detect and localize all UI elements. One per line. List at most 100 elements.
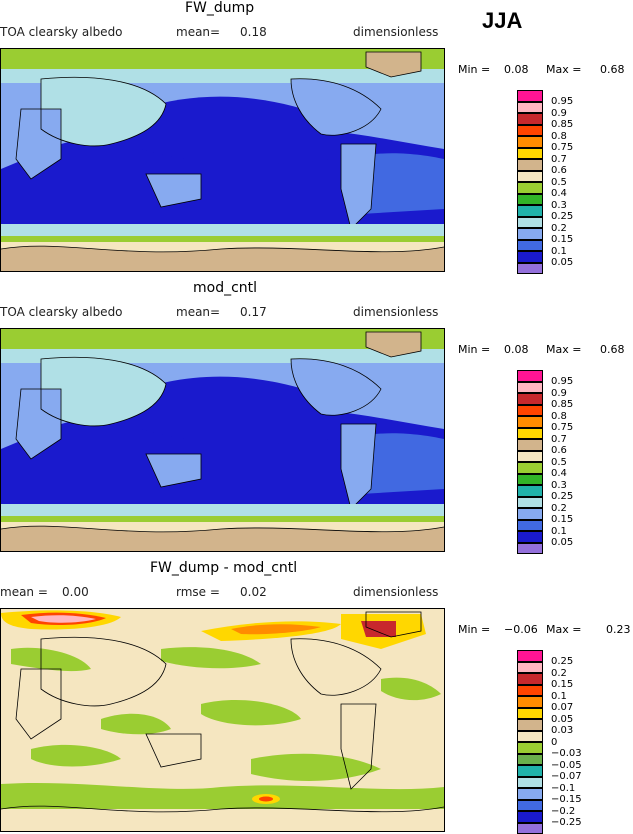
colorbar-tick-label: 0.75 xyxy=(551,422,573,433)
colorbar-swatch xyxy=(517,416,543,428)
colorbar-swatch xyxy=(517,148,543,160)
colorbar-swatch xyxy=(517,205,543,217)
colorbar-tick-label: 0.2 xyxy=(551,668,567,679)
colorbar-tick-label: 0.25 xyxy=(551,491,573,502)
panel-1-min-value: 0.08 xyxy=(504,63,529,76)
colorbar-swatch xyxy=(517,251,543,263)
colorbar-swatch xyxy=(517,125,543,137)
panel-2-min-label: Min = xyxy=(458,343,490,356)
colorbar-tick-label: 0.7 xyxy=(551,434,567,445)
colorbar-swatch xyxy=(517,240,543,252)
colorbar-tick-label: 0.2 xyxy=(551,223,567,234)
colorbar-tick-label: 0.07 xyxy=(551,702,573,713)
colorbar-tick-label: 0.8 xyxy=(551,131,567,142)
colorbar-tick-label: 0.85 xyxy=(551,119,573,130)
panel-2-min-value: 0.08 xyxy=(504,343,529,356)
panel-2-map-svg xyxy=(1,329,444,551)
colorbar-tick-label: 0.4 xyxy=(551,188,567,199)
colorbar-swatch xyxy=(517,497,543,509)
colorbar-swatch xyxy=(517,685,543,697)
colorbar-tick-label: 0.6 xyxy=(551,165,567,176)
colorbar-swatch xyxy=(517,194,543,206)
panel-2-max-label: Max = xyxy=(546,343,581,356)
panel-2-units: dimensionless xyxy=(353,305,438,319)
panel-3-rmse-value: 0.02 xyxy=(240,585,267,599)
colorbar-tick-label: 0.05 xyxy=(551,537,573,548)
colorbar-swatch xyxy=(517,543,543,555)
panel-2-map xyxy=(0,328,445,552)
colorbar-tick-label: 0.85 xyxy=(551,399,573,410)
panel-1-min-label: Min = xyxy=(458,63,490,76)
colorbar-tick-label: 0.1 xyxy=(551,691,567,702)
panel-3-rmse-label: rmse = xyxy=(176,585,220,599)
colorbar-swatch xyxy=(517,439,543,451)
colorbar-tick-label: 0.95 xyxy=(551,376,573,387)
colorbar-swatch xyxy=(517,474,543,486)
colorbar-tick-label: 0.9 xyxy=(551,108,567,119)
panel-1-variable-label: TOA clearsky albedo xyxy=(0,25,123,39)
colorbar-swatch xyxy=(517,159,543,171)
panel-3-min-value: −0.06 xyxy=(504,623,538,636)
panel-1-max-value: 0.68 xyxy=(600,63,625,76)
colorbar-tick-label: 0.4 xyxy=(551,468,567,479)
colorbar-swatch xyxy=(517,382,543,394)
colorbar-swatch xyxy=(517,742,543,754)
colorbar-swatch xyxy=(517,113,543,125)
colorbar-tick-label: −0.03 xyxy=(551,748,582,759)
colorbar-swatch xyxy=(517,462,543,474)
colorbar-swatch xyxy=(517,90,543,102)
colorbar-tick-label: −0.15 xyxy=(551,794,582,805)
colorbar-swatch xyxy=(517,370,543,382)
colorbar-swatch xyxy=(517,228,543,240)
panel-2-title: mod_cntl xyxy=(193,280,257,296)
panel-1-max-label: Max = xyxy=(546,63,581,76)
colorbar-tick-label: −0.1 xyxy=(551,783,575,794)
colorbar-swatch xyxy=(517,800,543,812)
panel-3-max-value: 0.23 xyxy=(606,623,631,636)
colorbar-swatch xyxy=(517,405,543,417)
colorbar-tick-label: 0.15 xyxy=(551,679,573,690)
colorbar-swatch xyxy=(517,520,543,532)
colorbar-swatch xyxy=(517,485,543,497)
colorbar-swatch xyxy=(517,673,543,685)
colorbar-swatch xyxy=(517,102,543,114)
colorbar-tick-label: −0.05 xyxy=(551,760,582,771)
colorbar-tick-label: 0.95 xyxy=(551,96,573,107)
colorbar-tick-label: 0.8 xyxy=(551,411,567,422)
panel-3-map xyxy=(0,608,445,832)
panel-1-mean-value: 0.18 xyxy=(240,25,267,39)
colorbar-tick-label: −0.07 xyxy=(551,771,582,782)
colorbar-tick-label: 0.1 xyxy=(551,526,567,537)
colorbar-tick-label: 0.3 xyxy=(551,200,567,211)
colorbar-swatch xyxy=(517,777,543,789)
colorbar-tick-label: 0.1 xyxy=(551,246,567,257)
panel-2-max-value: 0.68 xyxy=(600,343,625,356)
colorbar-tick-label: 0.9 xyxy=(551,388,567,399)
colorbar-swatch xyxy=(517,650,543,662)
colorbar-tick-label: 0.5 xyxy=(551,177,567,188)
season-label: JJA xyxy=(482,8,522,34)
colorbar-tick-label: 0.7 xyxy=(551,154,567,165)
colorbar-swatch xyxy=(517,708,543,720)
colorbar-tick-label: 0.05 xyxy=(551,714,573,725)
colorbar-tick-label: 0.15 xyxy=(551,514,573,525)
panel-2-variable-label: TOA clearsky albedo xyxy=(0,305,123,319)
colorbar-swatch xyxy=(517,823,543,834)
colorbar-swatch xyxy=(517,217,543,229)
colorbar-tick-label: 0.75 xyxy=(551,142,573,153)
panel-1-title: FW_dump xyxy=(185,0,254,16)
colorbar-tick-label: −0.2 xyxy=(551,806,575,817)
colorbar-swatch xyxy=(517,136,543,148)
colorbar-tick-label: 0.25 xyxy=(551,656,573,667)
colorbar-tick-label: 0.3 xyxy=(551,480,567,491)
panel-3-title: FW_dump - mod_cntl xyxy=(150,560,297,576)
colorbar-swatch xyxy=(517,428,543,440)
colorbar-tick-label: 0.5 xyxy=(551,457,567,468)
panel-1-units: dimensionless xyxy=(353,25,438,39)
panel-2-mean-value: 0.17 xyxy=(240,305,267,319)
colorbar-tick-label: 0.25 xyxy=(551,211,573,222)
panel-3-min-label: Min = xyxy=(458,623,490,636)
panel-3-map-svg xyxy=(1,609,444,831)
panel-2-mean-label: mean= xyxy=(176,305,220,319)
colorbar-tick-label: 0.03 xyxy=(551,725,573,736)
